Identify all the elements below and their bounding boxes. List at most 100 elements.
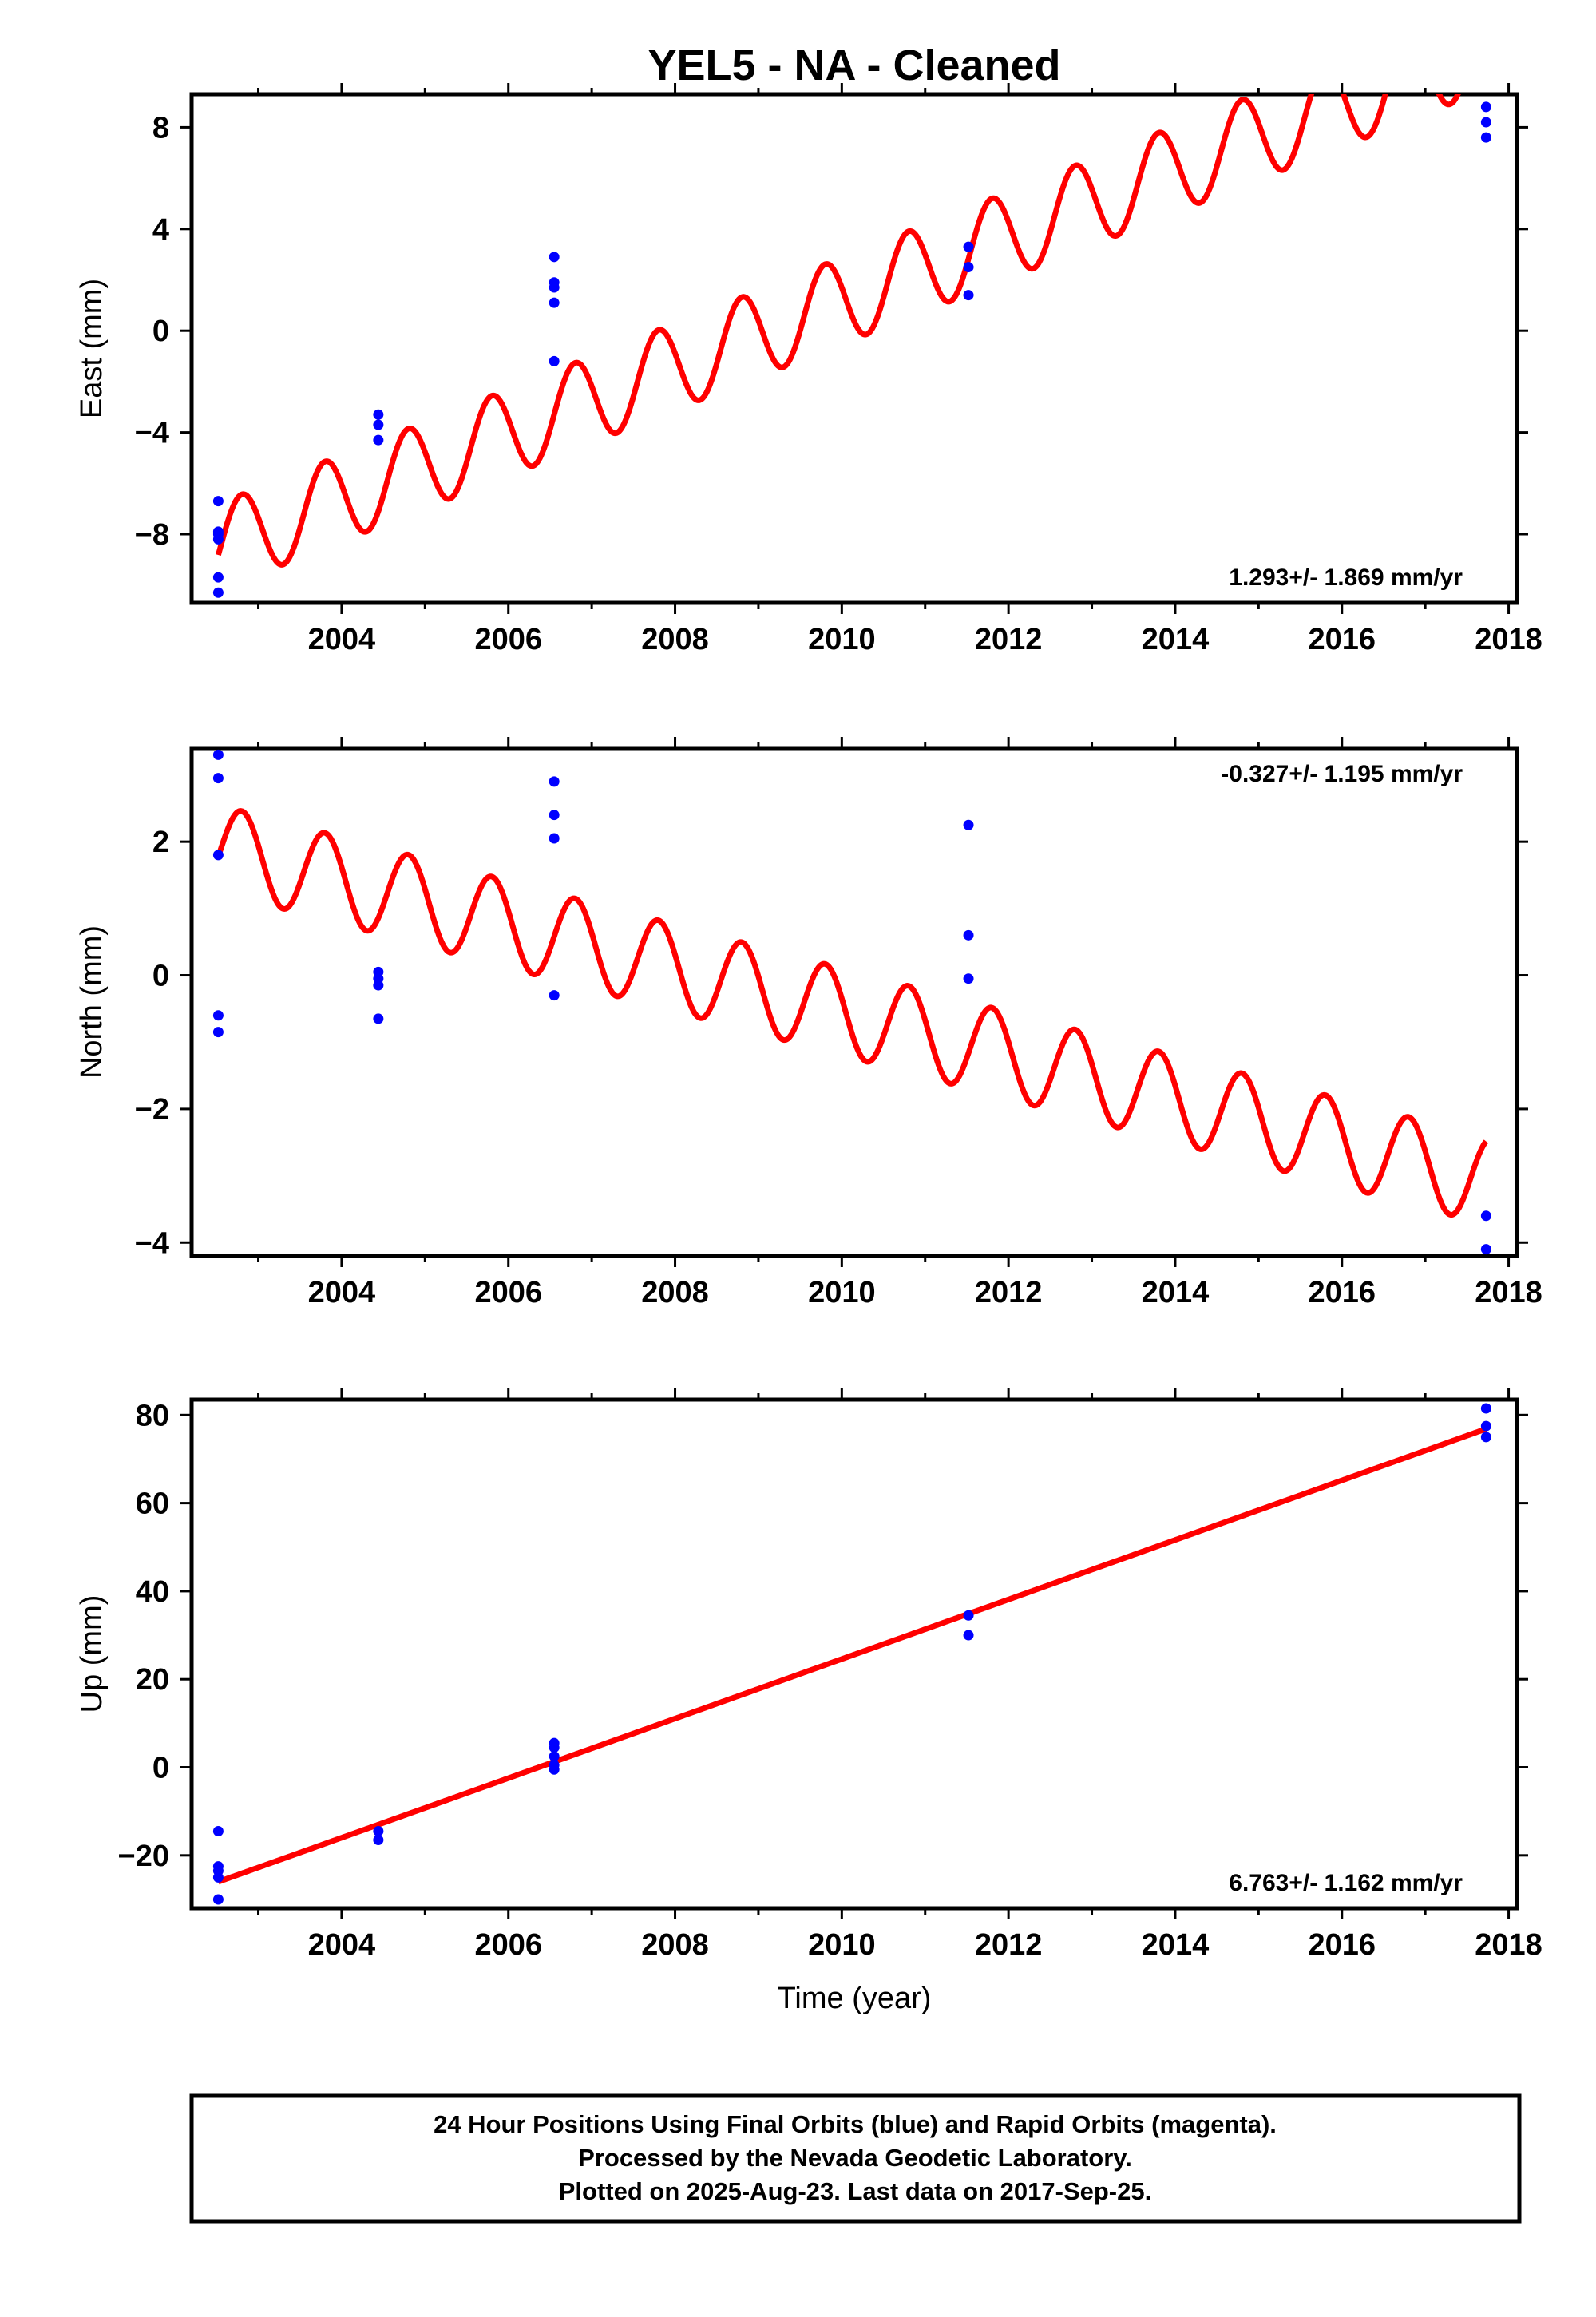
north-data-point bbox=[963, 973, 974, 984]
east-data-point bbox=[549, 297, 560, 308]
north-data-point bbox=[212, 850, 224, 861]
up-y-tick-label: 20 bbox=[136, 1663, 169, 1697]
north-rate-label: -0.327+/- 1.195 mm/yr bbox=[1221, 761, 1463, 787]
up-x-tick-label: 2014 bbox=[1142, 1928, 1210, 1962]
up-data-point bbox=[373, 1835, 384, 1846]
east-data-point bbox=[373, 419, 384, 430]
north-x-tick-label: 2010 bbox=[808, 1276, 876, 1309]
east-fit-curve bbox=[216, 94, 1461, 568]
north-data-point bbox=[212, 773, 224, 784]
north-y-axis-label: North (mm) bbox=[75, 925, 109, 1079]
east-panel: 2004 2006 2008 2010 2012 2014 2016 2018 8 4 0 −4 −8 E… bbox=[75, 83, 1543, 656]
east-x-tick-label: 2006 bbox=[474, 623, 542, 656]
up-y-tick-label: 60 bbox=[136, 1487, 169, 1521]
up-y-tick-label: 0 bbox=[152, 1752, 169, 1785]
north-y-tick-label: 0 bbox=[152, 960, 169, 993]
up-y-tick-label: 40 bbox=[136, 1575, 169, 1609]
north-data-point bbox=[212, 749, 224, 760]
north-data-point bbox=[963, 929, 974, 941]
east-rate-label: 1.293+/- 1.869 mm/yr bbox=[1229, 564, 1463, 591]
up-data-point bbox=[1480, 1432, 1491, 1443]
east-y-tick-label: −4 bbox=[135, 417, 169, 450]
up-panel: 2004 2006 2008 2010 2012 2014 2016 2018 80 60 40 20… bbox=[75, 1388, 1543, 2015]
up-x-tick-label: 2012 bbox=[975, 1928, 1043, 1962]
east-data-point bbox=[212, 572, 224, 583]
east-data-point bbox=[373, 409, 384, 420]
up-plot-frame bbox=[189, 1397, 1519, 1911]
up-rate-label: 6.763+/- 1.162 mm/yr bbox=[1229, 1870, 1463, 1896]
north-data-point bbox=[549, 833, 560, 844]
north-y-tick-label: −2 bbox=[135, 1093, 169, 1127]
east-data-point bbox=[963, 241, 974, 252]
up-fit-curve bbox=[216, 1426, 1488, 1885]
north-data-point bbox=[1480, 1210, 1491, 1222]
footer-line-2: Processed by the Nevada Geodetic Laborat… bbox=[578, 2144, 1132, 2172]
footer-line-1: 24 Hour Positions Using Final Orbits (bl… bbox=[434, 2110, 1277, 2138]
north-panel: 2004 2006 2008 2010 2012 2014 2016 2018 2 0 −2 −4 No… bbox=[75, 737, 1543, 1309]
footer-line-3: Plotted on 2025-Aug-23. Last data on 201… bbox=[559, 2177, 1151, 2205]
east-data-point bbox=[212, 529, 224, 540]
up-x-tick-label: 2010 bbox=[808, 1928, 876, 1962]
footer-box: 24 Hour Positions Using Final Orbits (bl… bbox=[189, 2093, 1522, 2224]
up-y-tick-label: 80 bbox=[136, 1399, 169, 1432]
figure-title: YEL5 - NA - Cleaned bbox=[648, 42, 1060, 89]
north-data-point bbox=[549, 776, 560, 787]
up-x-tick-label: 2004 bbox=[308, 1928, 376, 1962]
up-data-point bbox=[373, 1825, 384, 1836]
east-data-point bbox=[549, 355, 560, 366]
east-x-tick-label: 2016 bbox=[1308, 623, 1376, 656]
east-x-tick-label: 2014 bbox=[1142, 623, 1210, 656]
north-x-tick-label: 2004 bbox=[308, 1276, 376, 1309]
up-y-tick-label: −20 bbox=[118, 1840, 169, 1873]
up-data-point bbox=[212, 1871, 224, 1883]
east-y-axis-label: East (mm) bbox=[75, 279, 109, 418]
east-x-tick-label: 2018 bbox=[1475, 623, 1543, 656]
north-y-tick-label: −4 bbox=[135, 1226, 169, 1260]
east-data-point bbox=[1480, 101, 1491, 113]
north-data-point bbox=[373, 1013, 384, 1024]
east-data-point bbox=[963, 262, 974, 273]
north-data-point bbox=[212, 1010, 224, 1021]
up-x-axis-label: Time (year) bbox=[778, 1982, 932, 2015]
north-x-tick-label: 2016 bbox=[1308, 1276, 1376, 1309]
up-x-tick-label: 2008 bbox=[641, 1928, 709, 1962]
east-y-tick-label: 4 bbox=[152, 213, 169, 247]
east-y-tick-label: 8 bbox=[152, 111, 169, 145]
east-x-tick-label: 2008 bbox=[641, 623, 709, 656]
up-x-tick-label: 2006 bbox=[474, 1928, 542, 1962]
north-x-tick-label: 2018 bbox=[1475, 1276, 1543, 1309]
up-x-tick-label: 2016 bbox=[1308, 1928, 1376, 1962]
east-x-tick-label: 2010 bbox=[808, 623, 876, 656]
up-data-point bbox=[212, 1825, 224, 1836]
north-data-point bbox=[549, 810, 560, 821]
east-data-point bbox=[1480, 132, 1491, 143]
north-plot-frame bbox=[189, 746, 1519, 1258]
east-y-tick-label: −8 bbox=[135, 518, 169, 552]
up-data-point bbox=[549, 1751, 560, 1762]
north-y-tick-label: 2 bbox=[152, 826, 169, 859]
up-data-point bbox=[212, 1894, 224, 1905]
up-data-point bbox=[963, 1610, 974, 1621]
north-data-point bbox=[963, 819, 974, 830]
north-x-tick-label: 2014 bbox=[1142, 1276, 1210, 1309]
east-data-point bbox=[212, 587, 224, 598]
north-x-tick-label: 2012 bbox=[975, 1276, 1043, 1309]
east-plot-frame bbox=[189, 92, 1519, 605]
east-data-point bbox=[963, 290, 974, 301]
up-data-point bbox=[549, 1764, 560, 1775]
north-data-point bbox=[549, 990, 560, 1001]
north-data-point bbox=[1480, 1244, 1491, 1255]
east-data-point bbox=[549, 252, 560, 263]
east-data-point bbox=[212, 496, 224, 507]
east-data-point bbox=[373, 434, 384, 446]
up-data-point bbox=[1480, 1420, 1491, 1432]
up-x-tick-label: 2018 bbox=[1475, 1928, 1543, 1962]
east-y-tick-label: 0 bbox=[152, 315, 169, 348]
footer-frame bbox=[189, 2093, 1522, 2224]
east-x-tick-label: 2004 bbox=[308, 623, 376, 656]
east-x-tick-label: 2012 bbox=[975, 623, 1043, 656]
north-x-tick-label: 2008 bbox=[641, 1276, 709, 1309]
north-fit-curve bbox=[216, 808, 1489, 1218]
up-data-point bbox=[549, 1742, 560, 1753]
